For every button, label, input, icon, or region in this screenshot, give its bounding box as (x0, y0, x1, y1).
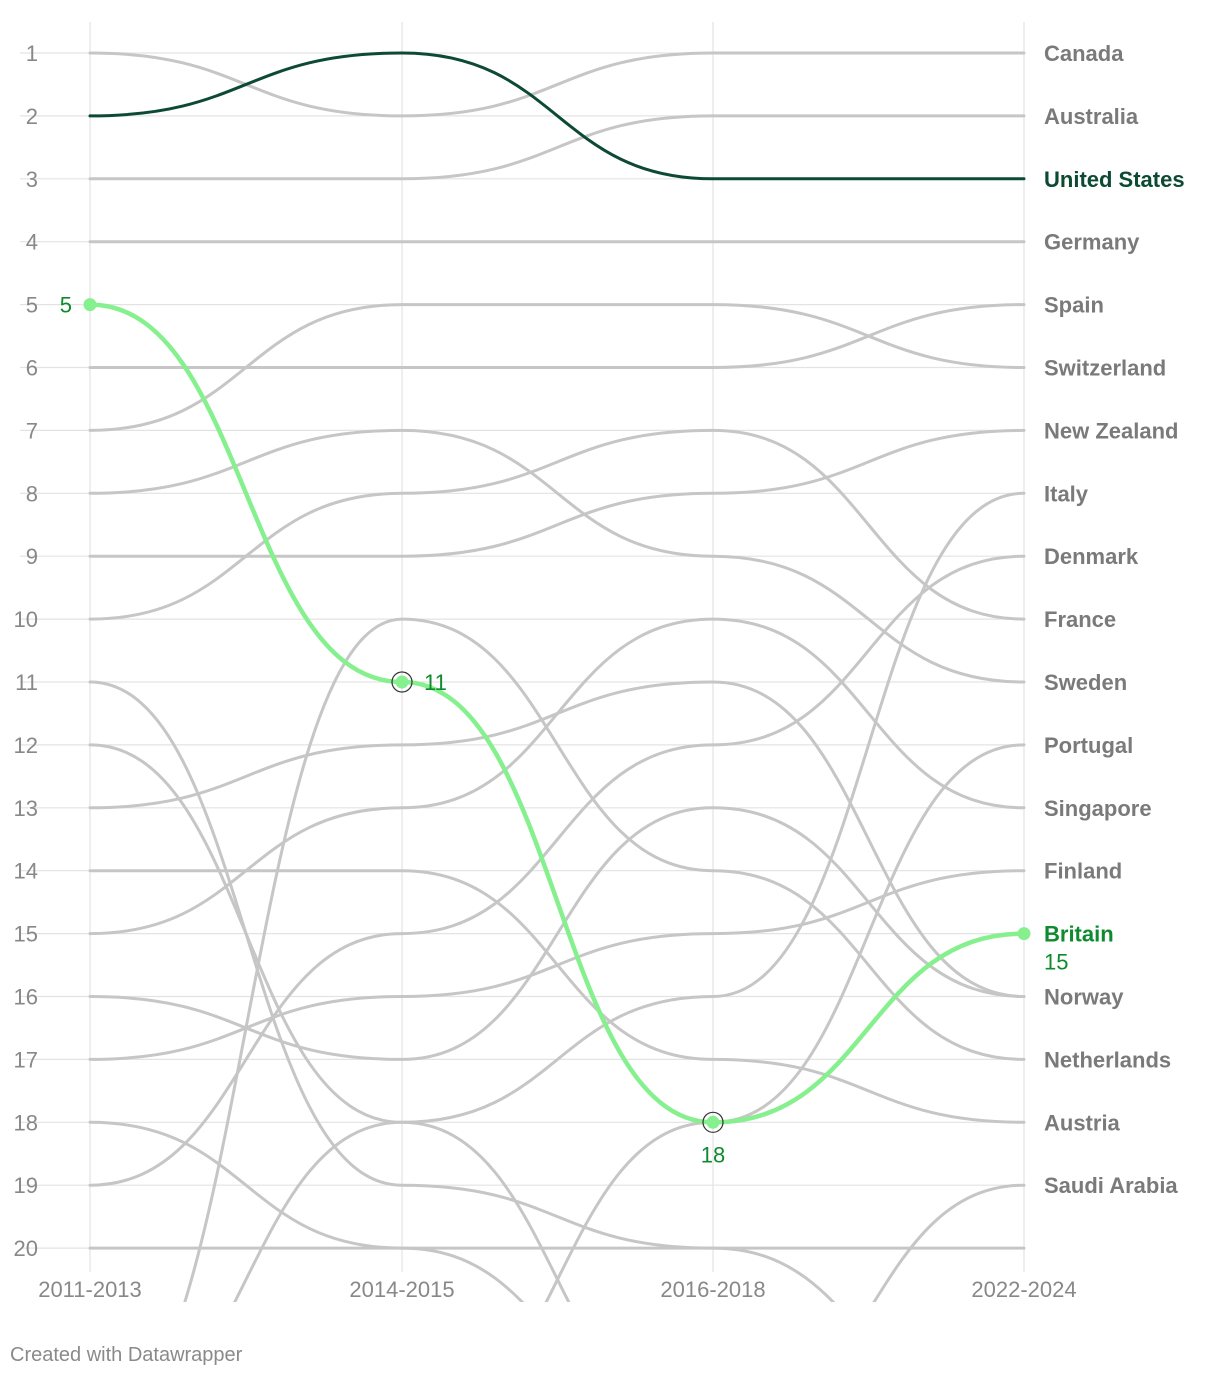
y-tick-label: 18 (14, 1110, 38, 1135)
country-label-portugal: Portugal (1044, 733, 1133, 758)
britain-marker (706, 1115, 720, 1129)
country-label-denmark: Denmark (1044, 544, 1139, 569)
series-line-netherlands (183, 617, 1026, 1302)
x-tick-label: 2022-2024 (971, 1277, 1076, 1302)
britain-marker-ring (702, 1111, 724, 1133)
series-line-switzerland (88, 303, 1026, 432)
britain-value-label: 18 (701, 1142, 725, 1167)
series-line-norway (88, 680, 1026, 998)
series-line-denmark (88, 554, 1026, 1187)
britain-marker-ring (391, 671, 413, 693)
britain-value-label: 15 (1044, 950, 1068, 975)
x-tick-label: 2016-2018 (660, 1277, 765, 1302)
series-line-australia (88, 114, 1026, 181)
y-tick-label: 14 (14, 859, 38, 884)
britain-value-label: 5 (60, 293, 72, 318)
country-label-singapore: Singapore (1044, 796, 1152, 821)
y-tick-label: 11 (15, 670, 38, 695)
country-label-norway: Norway (1044, 985, 1124, 1010)
country-labels: Canada Australia United States Germany Spain… (1044, 41, 1185, 1198)
y-tick-label: 7 (26, 418, 38, 443)
britain-value-label: 11 (424, 670, 447, 695)
series-line-singapore (88, 617, 1026, 936)
series-line-united-states (88, 51, 1026, 181)
britain-marker (395, 675, 409, 689)
series-line-unnamed (88, 806, 1026, 1061)
country-label-switzerland: Switzerland (1044, 356, 1166, 381)
series-line-saudi-arabia (872, 1183, 1026, 1302)
country-label-germany: Germany (1044, 230, 1140, 255)
series-line-spain (88, 303, 1026, 370)
y-tick-label: 19 (14, 1173, 38, 1198)
y-tick-label: 16 (14, 985, 38, 1010)
highlighted-country-lines (87, 51, 1027, 1125)
y-tick-label: 3 (26, 167, 38, 192)
country-label-netherlands: Netherlands (1044, 1047, 1171, 1072)
series-line-unnamed (88, 743, 571, 1302)
y-tick-label: 4 (26, 230, 38, 255)
series-line-austria (88, 869, 1026, 1124)
y-tick-label: 1 (26, 41, 38, 66)
country-label-sweden: Sweden (1044, 670, 1127, 695)
series-line-sweden (88, 428, 1026, 684)
country-label-britain: Britain (1044, 922, 1114, 947)
country-label-united-states: United States (1044, 167, 1185, 192)
series-line-belgium (88, 680, 836, 1302)
value-annotations: 5 11 18 15 (60, 293, 1069, 1168)
country-label-spain: Spain (1044, 293, 1104, 318)
country-label-italy: Italy (1044, 481, 1089, 506)
country-label-canada: Canada (1044, 41, 1124, 66)
country-label-australia: Australia (1044, 104, 1139, 129)
series-line-britain (87, 302, 1027, 1125)
y-tick-label: 6 (26, 356, 38, 381)
y-tick-label: 13 (14, 796, 38, 821)
grid-lines (20, 22, 1025, 1272)
x-axis-periods: 2011-2013 2014-2015 2016-2018 2022-2024 (38, 1277, 1076, 1302)
country-label-austria: Austria (1044, 1110, 1121, 1135)
y-tick-label: 9 (26, 544, 38, 569)
y-tick-label: 8 (26, 481, 38, 506)
y-tick-label: 2 (26, 104, 38, 129)
footer-credit: Created with Datawrapper (10, 1344, 243, 1366)
series-line-france (88, 428, 1026, 621)
series-line-canada (88, 51, 1026, 118)
country-label-saudi-arabia: Saudi Arabia (1044, 1173, 1178, 1198)
y-tick-label: 17 (14, 1047, 38, 1072)
series-line-new-zealand (88, 428, 1026, 558)
britain-marker (83, 298, 97, 312)
y-tick-label: 5 (26, 293, 38, 318)
y-tick-label: 12 (14, 733, 38, 758)
y-tick-label: 10 (14, 607, 38, 632)
country-label-new-zealand: New Zealand (1044, 418, 1178, 443)
x-tick-label: 2014-2015 (349, 1277, 454, 1302)
britain-marker (1017, 927, 1031, 941)
muted-country-lines (88, 51, 1026, 1302)
country-label-france: France (1044, 607, 1116, 632)
y-tick-label: 15 (14, 922, 38, 947)
x-tick-label: 2011-2013 (38, 1277, 142, 1302)
country-label-finland: Finland (1044, 859, 1122, 884)
y-tick-label: 20 (14, 1236, 38, 1261)
series-line-italy (233, 491, 1026, 1302)
